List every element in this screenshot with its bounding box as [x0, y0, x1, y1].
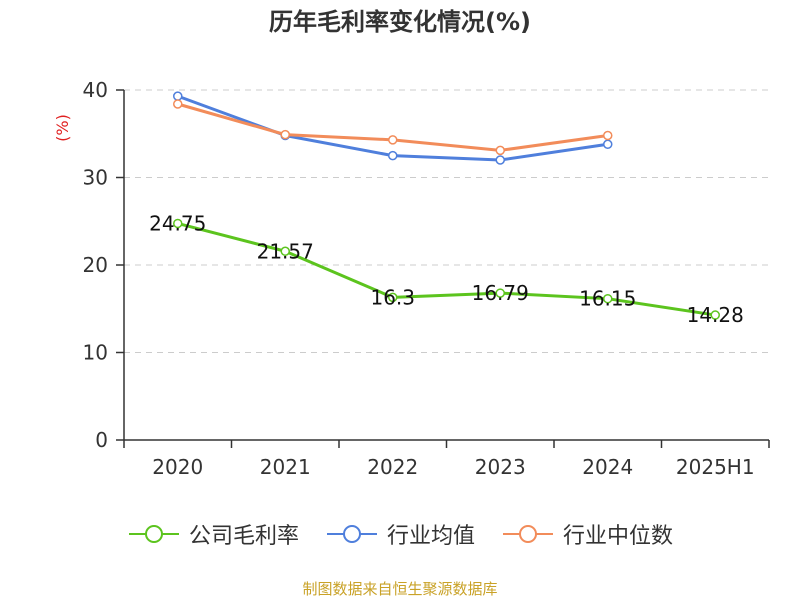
- x-tick-label: 2022: [367, 455, 418, 479]
- legend-label-industry-avg: 行业均值: [386, 524, 475, 549]
- legend-marker-company: [128, 525, 179, 543]
- data-point-industry_avg: [173, 91, 183, 101]
- data-point-industry_median: [388, 135, 398, 145]
- legend-label-company: 公司毛利率: [188, 524, 299, 549]
- data-point-company: [495, 288, 505, 298]
- y-tick-label: 40: [83, 78, 108, 102]
- data-point-industry_median: [280, 129, 290, 140]
- legend-marker-industry-avg: [326, 525, 377, 543]
- data-point-industry_avg: [495, 155, 505, 165]
- series-line-company: [177, 221, 716, 317]
- chart-title: 历年毛利率变化情况(%): [269, 8, 531, 36]
- legend-item-company[interactable]: 公司毛利率: [127, 518, 299, 550]
- y-tick-label: 20: [83, 253, 108, 277]
- data-point-industry_median: [173, 99, 183, 109]
- x-tick-label: 2025H1: [676, 455, 755, 479]
- data-label: 16.15: [579, 287, 636, 311]
- data-point-company: [710, 310, 720, 320]
- legend-item-industry-avg[interactable]: 行业均值: [325, 518, 475, 550]
- data-point-company: [173, 218, 183, 229]
- data-point-company: [603, 293, 613, 304]
- data-point-industry_median: [603, 130, 613, 141]
- x-tick-label: 2023: [475, 455, 526, 479]
- x-tick-label: 2024: [582, 455, 633, 479]
- data-label: 16.3: [370, 285, 415, 309]
- x-tick-label: 2021: [260, 455, 311, 479]
- data-point-company: [388, 292, 398, 303]
- chart-legend: 公司毛利率 行业均值 行业中位数: [0, 518, 800, 550]
- data-label: 24.75: [149, 211, 206, 235]
- data-point-company: [280, 246, 290, 257]
- data-label: 21.57: [257, 239, 314, 263]
- y-axis-label: (%): [53, 114, 72, 142]
- data-label: 16.79: [472, 281, 529, 305]
- legend-label-industry-median: 行业中位数: [563, 524, 674, 549]
- data-point-industry_median: [495, 145, 505, 156]
- y-tick-label: 10: [83, 341, 108, 365]
- y-tick-label: 0: [95, 428, 108, 452]
- data-label: 14.28: [687, 303, 744, 327]
- x-tick-label: 2020: [152, 455, 203, 479]
- series-line-industry_avg: [177, 94, 608, 162]
- source-note: 制图数据来自恒生聚源数据库: [302, 580, 498, 598]
- legend-marker-industry-median: [503, 525, 553, 543]
- data-point-industry_avg: [603, 139, 613, 149]
- data-point-industry_avg: [388, 150, 398, 161]
- y-tick-label: 30: [83, 166, 108, 190]
- legend-item-industry-median[interactable]: 行业中位数: [501, 518, 673, 550]
